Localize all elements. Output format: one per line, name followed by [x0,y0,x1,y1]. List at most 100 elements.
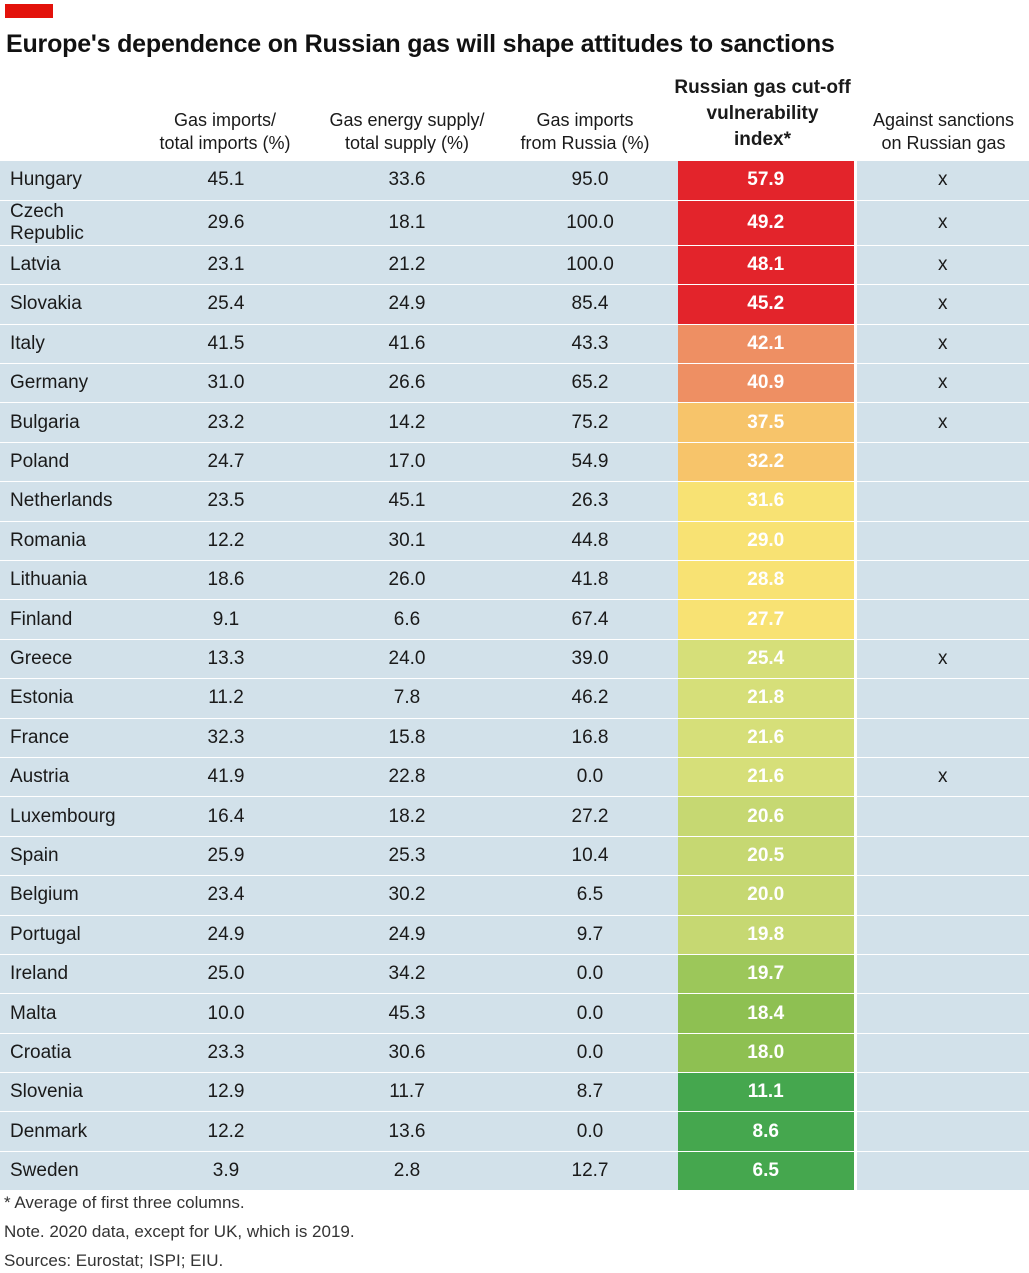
cell-gas-imports-russia: 95.0 [502,161,678,201]
cell-gas-energy-supply: 30.1 [312,521,502,562]
cell-vulnerability-index: 40.9 [678,363,855,404]
cell-against-sanctions [853,1033,1029,1074]
cell-gas-imports-share: 12.2 [140,1111,312,1152]
cell-against-sanctions [853,481,1029,522]
cell-gas-imports-russia: 0.0 [502,954,678,995]
table-row: Latvia 23.1 21.2 100.0 48.1 x [0,245,1029,286]
cell-gas-imports-russia: 43.3 [502,324,678,365]
cell-gas-imports-share: 45.1 [140,161,312,201]
cell-vulnerability-index: 57.9 [678,161,855,201]
cell-country: Croatia [0,1033,140,1074]
header-line: from Russia (%) [520,133,650,153]
cell-gas-imports-share: 24.9 [140,915,312,955]
cell-gas-imports-share: 25.0 [140,954,312,995]
cell-against-sanctions [853,1072,1029,1113]
cell-gas-energy-supply: 6.6 [312,599,502,640]
cell-country: Latvia [0,245,140,286]
cell-country: Hungary [0,161,140,201]
cell-gas-imports-russia: 85.4 [502,284,678,325]
cell-vulnerability-index: 6.5 [678,1151,855,1192]
cell-vulnerability-index: 25.4 [678,639,855,680]
table-row: Ireland 25.0 34.2 0.0 19.7 [0,954,1029,995]
cell-against-sanctions [853,954,1029,995]
table-row: Greece 13.3 24.0 39.0 25.4 x [0,639,1029,680]
footnote-asterisk: * Average of first three columns. [4,1193,245,1212]
cell-gas-energy-supply: 21.2 [312,245,502,286]
cell-country: Ireland [0,954,140,995]
cell-gas-energy-supply: 13.6 [312,1111,502,1152]
cell-gas-energy-supply: 24.0 [312,639,502,680]
cell-against-sanctions: x [853,161,1029,201]
cell-gas-imports-share: 9.1 [140,599,312,640]
header-gas-imports-russia: Gas imports from Russia (%) [500,109,670,155]
cell-country: Spain [0,836,140,877]
cell-against-sanctions [853,993,1029,1034]
footnote-sources: Sources: Eurostat; ISPI; EIU. [4,1251,224,1270]
cell-gas-energy-supply: 25.3 [312,836,502,877]
cell-against-sanctions [853,915,1029,955]
table-row: Romania 12.2 30.1 44.8 29.0 [0,521,1029,562]
cell-against-sanctions [853,718,1029,758]
cell-gas-imports-russia: 10.4 [502,836,678,877]
cell-against-sanctions: x [853,200,1029,246]
header-line: Gas imports/ [173,110,277,130]
cell-gas-imports-russia: 16.8 [502,718,678,758]
cell-gas-energy-supply: 22.8 [312,757,502,798]
cell-against-sanctions: x [853,639,1029,680]
table-row: Denmark 12.2 13.6 0.0 8.6 [0,1111,1029,1152]
cell-gas-energy-supply: 18.1 [312,200,502,246]
cell-gas-energy-supply: 26.6 [312,363,502,404]
table-row: Spain 25.9 25.3 10.4 20.5 [0,836,1029,877]
cell-against-sanctions [853,678,1029,719]
cell-gas-energy-supply: 30.2 [312,875,502,916]
cell-against-sanctions [853,521,1029,562]
cell-gas-imports-russia: 26.3 [502,481,678,522]
cell-vulnerability-index: 21.6 [678,718,855,758]
cell-country: Portugal [0,915,140,955]
cell-vulnerability-index: 21.8 [678,678,855,719]
cell-gas-imports-share: 13.3 [140,639,312,680]
cell-gas-imports-russia: 27.2 [502,796,678,837]
cell-against-sanctions [853,836,1029,877]
header-line: index* [733,129,792,150]
table-row: Croatia 23.3 30.6 0.0 18.0 [0,1033,1029,1074]
table-body: Hungary 45.1 33.6 95.0 57.9 x Czech Republic 29… [0,161,1029,1192]
cell-vulnerability-index: 18.0 [678,1033,855,1074]
cell-vulnerability-index: 48.1 [678,245,855,286]
cell-against-sanctions: x [853,324,1029,365]
cell-against-sanctions [853,560,1029,601]
cell-gas-energy-supply: 24.9 [312,915,502,955]
cell-country: Estonia [0,678,140,719]
cell-gas-imports-russia: 0.0 [502,1111,678,1152]
cell-against-sanctions [853,442,1029,483]
cell-vulnerability-index: 11.1 [678,1072,855,1113]
cell-country: Denmark [0,1111,140,1152]
cell-gas-imports-russia: 12.7 [502,1151,678,1192]
header-line: total supply (%) [344,133,470,153]
cell-against-sanctions: x [853,245,1029,286]
cell-gas-energy-supply: 41.6 [312,324,502,365]
cell-gas-imports-share: 32.3 [140,718,312,758]
cell-gas-imports-russia: 8.7 [502,1072,678,1113]
cell-gas-imports-russia: 65.2 [502,363,678,404]
cell-country: Poland [0,442,140,483]
header-gas-imports-share: Gas imports/ total imports (%) [140,109,310,155]
cell-gas-energy-supply: 14.2 [312,402,502,443]
cell-gas-imports-share: 18.6 [140,560,312,601]
cell-country: Germany [0,363,140,404]
cell-gas-imports-share: 23.4 [140,875,312,916]
table-row: Italy 41.5 41.6 43.3 42.1 x [0,324,1029,365]
cell-against-sanctions: x [853,402,1029,443]
cell-vulnerability-index: 20.6 [678,796,855,837]
cell-vulnerability-index: 32.2 [678,442,855,483]
cell-gas-imports-russia: 9.7 [502,915,678,955]
header-gas-energy-supply: Gas energy supply/ total supply (%) [312,109,502,155]
cell-gas-energy-supply: 17.0 [312,442,502,483]
cell-gas-energy-supply: 11.7 [312,1072,502,1113]
table-row: Sweden 3.9 2.8 12.7 6.5 [0,1151,1029,1192]
cell-gas-imports-russia: 100.0 [502,200,678,246]
cell-against-sanctions [853,599,1029,640]
cell-country: Romania [0,521,140,562]
cell-against-sanctions: x [853,757,1029,798]
cell-country: Malta [0,993,140,1034]
